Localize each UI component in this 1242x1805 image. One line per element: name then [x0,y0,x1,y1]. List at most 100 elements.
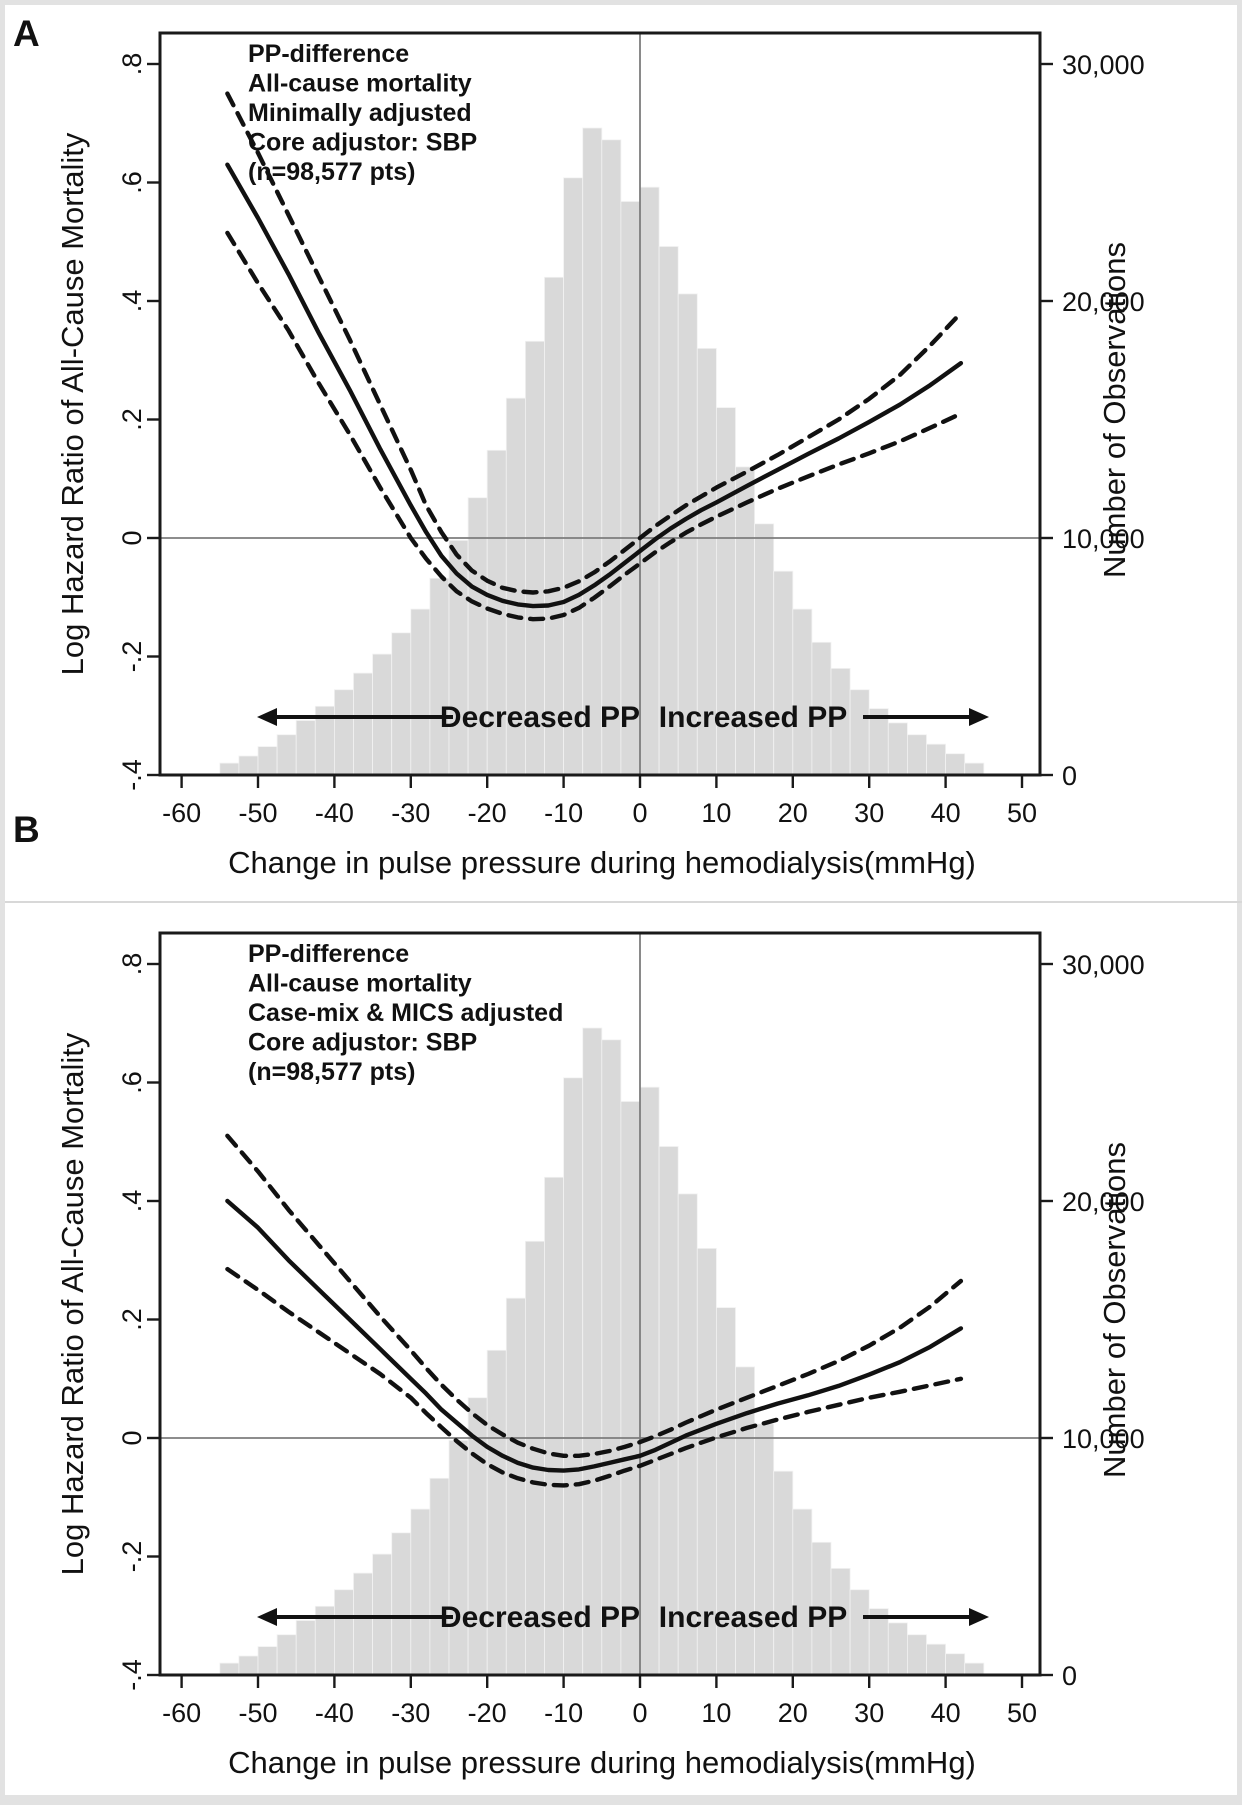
decreased-pp-label: Decreased PP [440,701,640,734]
histogram-bar [238,1655,259,1676]
figure-background: A B -60 -50 -40 -30 -20 -10 0 10 20 30 40 50 .8 .6 .4.… [5,5,1242,1795]
histogram-bar [219,762,240,776]
x-tick-label: 50 [1007,798,1037,828]
histogram-bar [429,1477,450,1676]
lower-95ci-curve [225,1266,964,1488]
y-right-tick-label: 10,000 [1062,1424,1145,1454]
annotation-line: Case-mix & MICS adjusted [248,999,563,1027]
upper-95ci-curve [225,1133,964,1458]
histogram-bar [276,1634,297,1676]
x-tick-label: -20 [468,1698,507,1728]
x-tick-label: 30 [854,798,884,828]
y-left-tick-label: 0 [117,1430,147,1445]
histogram-bar [639,1086,660,1676]
y-left-axis-title: Log Hazard Ratio of All-Cause Mortality [55,132,90,675]
annotation-line: Core adjustor: SBP [248,129,477,157]
histogram-bar [964,1662,985,1676]
y-right-tick-label: 0 [1062,761,1077,791]
x-tick-label: 40 [931,798,961,828]
annotation-line: All-cause mortality [248,70,472,98]
y-right-tick-label: 0 [1062,1661,1077,1691]
histogram-bar [563,177,584,776]
annotation-line: (n=98,577 pts) [248,1058,415,1086]
x-axis-title: Change in pulse pressure during hemodial… [228,845,976,880]
right-arrowhead-icon [969,1608,989,1626]
x-tick-label: 30 [854,1698,884,1728]
histogram-bar [257,1646,278,1676]
histogram-bar [849,1589,870,1676]
histogram-bar [353,672,374,776]
annotation-line: (n=98,577 pts) [248,158,415,186]
y-left-tick-label: -.2 [117,641,147,673]
x-tick-label: 0 [632,1698,647,1728]
histogram-bar [773,1470,794,1676]
histogram-bar [754,523,775,776]
x-tick-label: -10 [544,1698,583,1728]
histogram-bar [391,632,412,776]
histogram-bar [429,577,450,776]
x-tick-label: -30 [391,798,430,828]
plot-frame [158,31,1042,777]
x-tick-label: -10 [544,798,583,828]
histogram-bar [792,608,813,776]
increased-pp-label: Increased PP [659,1601,847,1634]
x-tick-label: -40 [315,798,354,828]
y-right-tick-label: 10,000 [1062,524,1145,554]
histogram-bar [754,1423,775,1676]
y-right-tick-label: 30,000 [1062,50,1145,80]
x-axis-title: Change in pulse pressure during hemodial… [228,1745,976,1780]
y-right-tick-label: 30,000 [1062,950,1145,980]
histogram-bar [620,201,641,776]
histogram-bar [792,1508,813,1676]
log-hazard-ratio-curve [225,162,964,609]
x-tick-label: -60 [162,798,201,828]
histogram-bar [353,1572,374,1676]
y-left-tick-label: .8 [117,53,147,76]
plot-frame [158,931,1042,1677]
increased-pp-label: Increased PP [659,701,847,734]
y-left-tick-label: 0 [117,530,147,545]
histogram-bar [333,1589,354,1676]
y-left-tick-label: -.4 [117,1659,147,1691]
y-left-tick-label: .2 [117,1308,147,1331]
histogram-bar [582,127,603,776]
histogram-bar [945,1653,966,1676]
histogram-bar [257,746,278,776]
panel-divider [5,901,1242,903]
y-right-tick-label: 20,000 [1062,287,1145,317]
histogram-bar [907,1634,927,1676]
x-tick-label: -60 [162,1698,201,1728]
x-tick-label: 40 [931,1698,961,1728]
x-tick-label: 10 [701,1698,731,1728]
x-tick-label: 50 [1007,1698,1037,1728]
x-tick-label: -50 [238,798,277,828]
panel-a-letter: A [13,13,40,54]
histogram-bar [219,1662,240,1676]
y-left-tick-label: .6 [117,1071,147,1094]
histogram-bar [295,1620,316,1676]
histogram-bar [448,1440,469,1676]
histogram-bar [907,734,927,776]
x-tick-label: 10 [701,798,731,828]
histogram-bar [276,734,297,776]
decreased-pp-label: Decreased PP [440,1601,640,1634]
histogram-bar [333,689,354,776]
histogram-bar [295,720,316,776]
y-left-tick-label: .2 [117,408,147,431]
x-tick-label: 20 [778,798,808,828]
histogram-bar [391,1532,412,1676]
histogram-bar [410,608,431,776]
histogram-bar [964,762,985,776]
histogram-bar [601,1039,622,1676]
histogram-bar [582,1027,603,1676]
x-tick-label: -50 [238,1698,277,1728]
histogram-bar [639,186,660,776]
right-arrowhead-icon [969,708,989,726]
histogram-bar [658,1146,679,1676]
left-arrowhead-icon [257,1608,277,1626]
histogram-bar [563,1077,584,1676]
y-right-axis-title: Number of Observations [1097,242,1132,578]
annotation-line: Core adjustor: SBP [248,1029,477,1057]
histogram-bar [887,1622,908,1676]
left-arrowhead-icon [257,708,277,726]
